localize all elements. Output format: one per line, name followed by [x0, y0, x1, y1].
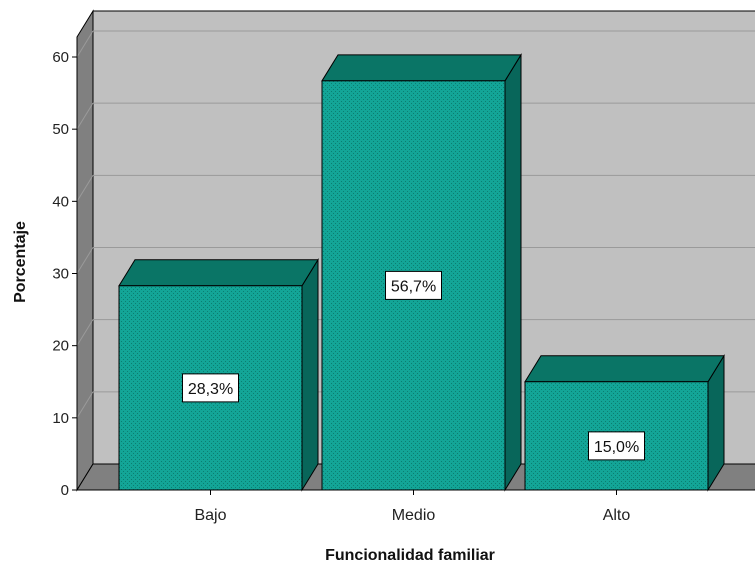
bar-bajo: 28,3% — [118, 258, 319, 492]
bar-medio: 56,7% — [321, 53, 522, 492]
data-label-box — [385, 270, 442, 300]
bar-top — [321, 54, 522, 82]
x-axis-title: Funcionalidad familiar — [325, 547, 495, 564]
data-label: 56,7% — [391, 278, 436, 295]
x-tick-label: Alto — [603, 507, 631, 524]
bar-top — [118, 259, 319, 287]
gridline-side — [76, 175, 94, 202]
gridline-side — [76, 319, 94, 346]
gridline-side — [76, 391, 94, 419]
bar-side — [301, 258, 319, 492]
gridline-side — [76, 247, 94, 274]
y-axis-title: Porcentaje — [12, 221, 29, 303]
bar-face — [524, 381, 709, 491]
bar-top — [524, 355, 725, 383]
data-label-box — [588, 431, 645, 461]
data-label: 15,0% — [594, 439, 639, 456]
y-tick-label: 30 — [52, 266, 69, 283]
y-tick-label: 50 — [52, 121, 69, 138]
gridline-side — [76, 30, 94, 58]
x-tick-label: Medio — [392, 507, 436, 524]
gridline-side — [76, 102, 94, 130]
x-tick-label: Bajo — [194, 507, 226, 524]
y-tick-label: 20 — [52, 338, 69, 355]
bar-side — [504, 53, 522, 492]
bar-alto: 15,0% — [524, 353, 725, 492]
y-tick-label: 10 — [52, 410, 69, 427]
y-tick-label: 60 — [52, 49, 69, 66]
data-label-box — [182, 373, 239, 403]
y-tick-label: 40 — [52, 193, 69, 210]
data-label: 28,3% — [188, 381, 233, 398]
y-tick-label: 0 — [61, 482, 69, 499]
